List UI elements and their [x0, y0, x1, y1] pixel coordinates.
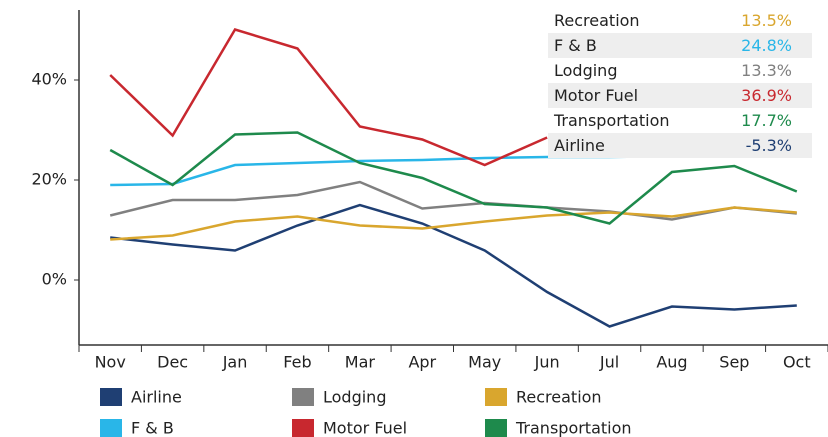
x-tick-label: Mar: [345, 353, 376, 372]
x-tick-label: Aug: [656, 353, 687, 372]
legend-swatch: [485, 419, 507, 437]
x-tick-label: Jan: [222, 353, 248, 372]
legend-label: Recreation: [516, 388, 602, 407]
annotation-row: [548, 133, 812, 158]
annotation-row: [548, 58, 812, 83]
annotation-label: Motor Fuel: [554, 86, 638, 105]
x-tick-label: May: [468, 353, 501, 372]
x-tick-label: Jul: [599, 353, 619, 372]
annotation-label: F & B: [554, 36, 597, 55]
x-tick-label: Oct: [783, 353, 811, 372]
series-line: [110, 206, 797, 241]
y-tick-label: 40%: [31, 70, 67, 89]
annotation-value: 13.3%: [741, 61, 792, 80]
series-line: [109, 28, 548, 167]
annotation-value: -5.3%: [746, 136, 792, 155]
annotation-label: Recreation: [554, 11, 640, 30]
annotation-row: [548, 8, 812, 33]
legend-swatch: [485, 388, 507, 406]
legend-label: Transportation: [515, 419, 632, 437]
series-line: [110, 203, 797, 328]
x-tick-label: Dec: [157, 353, 188, 372]
annotation-label: Lodging: [554, 61, 617, 80]
annotation-row: [548, 83, 812, 108]
x-tick-label: Apr: [408, 353, 436, 372]
annotation-value: 36.9%: [741, 86, 792, 105]
y-tick-label: 0%: [42, 270, 67, 289]
annotation-label: Transportation: [553, 111, 670, 130]
legend-swatch: [292, 419, 314, 437]
series-line: [109, 131, 798, 225]
y-tick-label: 20%: [31, 170, 67, 189]
annotation-row: [548, 33, 812, 58]
legend-swatch: [100, 388, 122, 406]
legend-swatch: [100, 419, 122, 437]
legend-label: F & B: [131, 419, 174, 437]
annotation-value: 24.8%: [741, 36, 792, 55]
x-tick-label: Feb: [283, 353, 311, 372]
x-tick-label: Nov: [95, 353, 126, 372]
series-line: [109, 180, 797, 221]
x-tick-label: Jun: [534, 353, 560, 372]
legend-swatch: [292, 388, 314, 406]
x-tick-label: Sep: [719, 353, 749, 372]
legend-label: Lodging: [323, 388, 386, 407]
legend-label: Motor Fuel: [323, 419, 407, 437]
annotation-label: Airline: [554, 136, 605, 155]
legend-label: Airline: [131, 388, 182, 407]
annotation-row: [548, 108, 812, 133]
annotation-value: 17.7%: [741, 111, 792, 130]
annotation-value: 13.5%: [741, 11, 792, 30]
